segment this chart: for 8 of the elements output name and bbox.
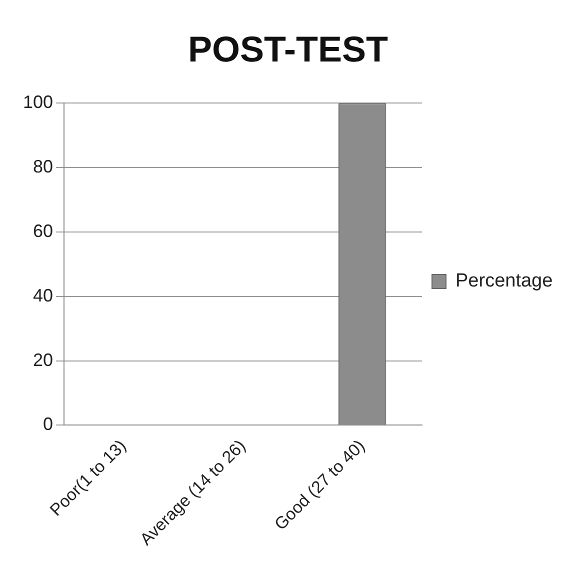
y-tick-label: 100 xyxy=(22,92,54,112)
legend-label: Percentage xyxy=(456,270,553,292)
y-tick-label: 80 xyxy=(33,156,54,177)
y-tick-label: 40 xyxy=(33,285,54,306)
y-tick-label: 20 xyxy=(33,350,54,370)
chart-title: POST-TEST xyxy=(188,28,388,70)
y-tick-label: 60 xyxy=(33,220,54,241)
y-tick-label: 0 xyxy=(43,414,54,434)
